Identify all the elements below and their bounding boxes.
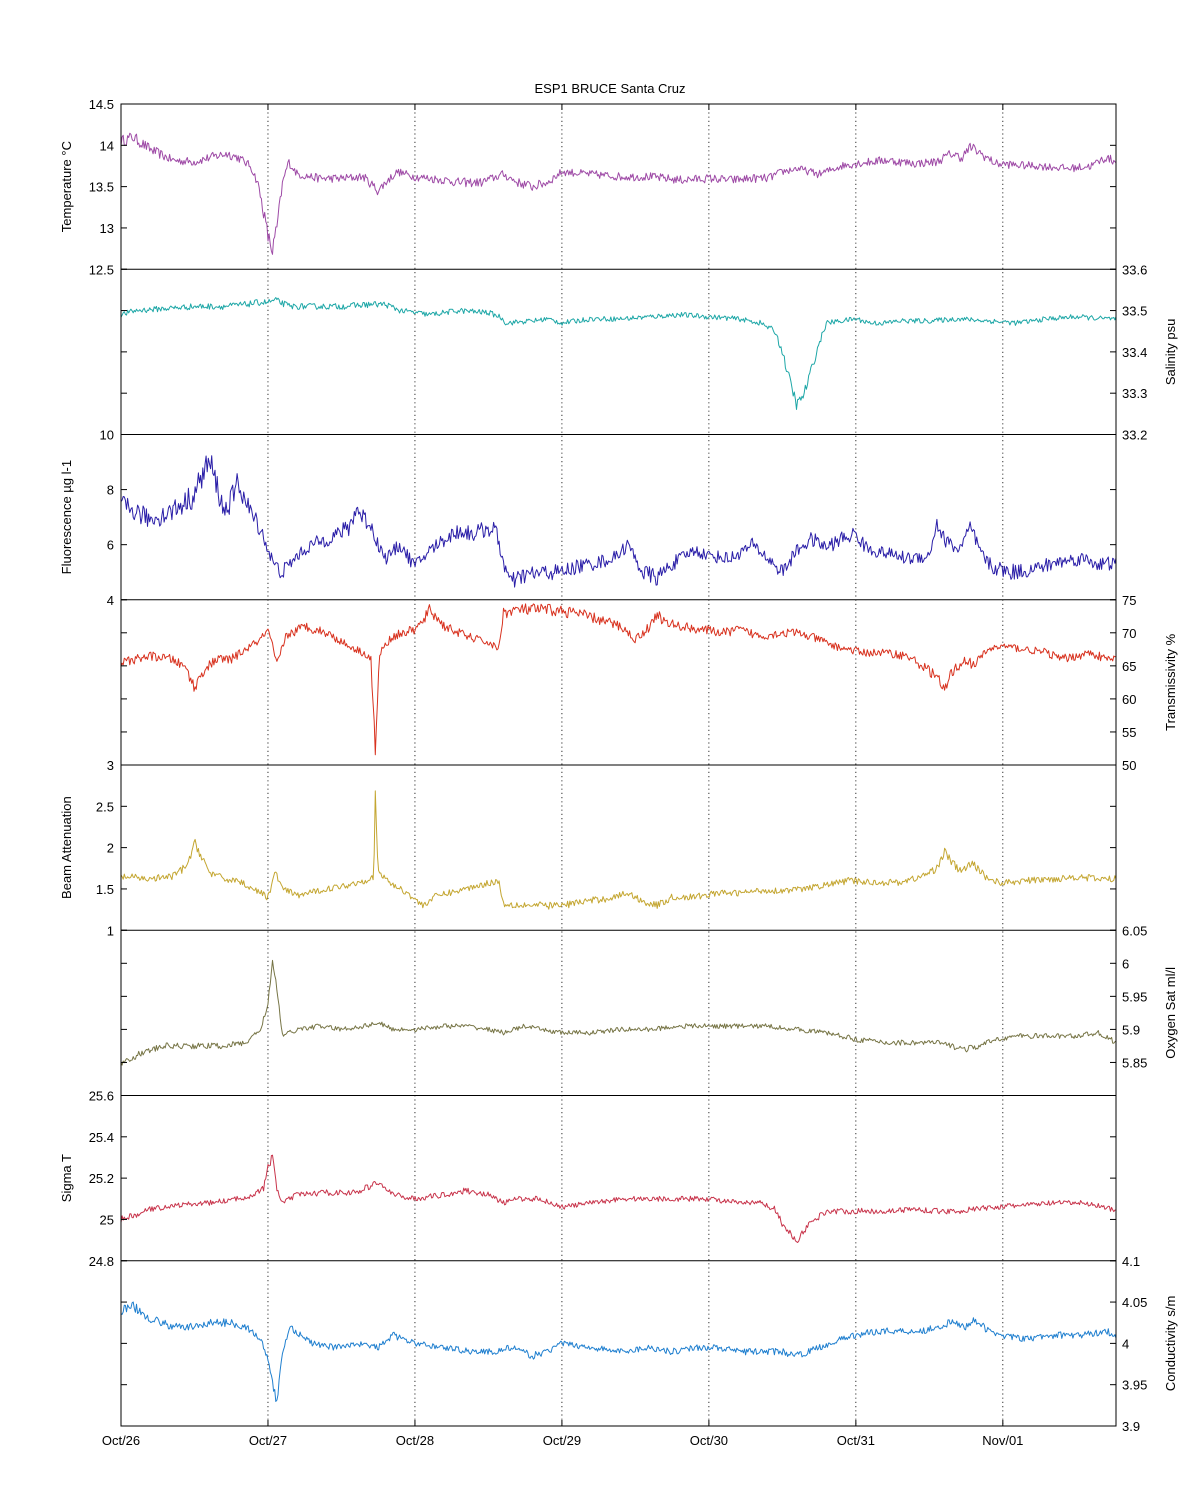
y-axis-label-7: Sigma T bbox=[59, 1154, 74, 1202]
y-tick-label: 5.85 bbox=[1122, 1055, 1147, 1070]
series-line-3 bbox=[120, 455, 1117, 588]
series-line-6 bbox=[120, 959, 1117, 1066]
y-tick-label: 10 bbox=[100, 428, 114, 443]
y-tick-label: 6.05 bbox=[1122, 923, 1147, 938]
x-tick-label: Oct/27 bbox=[249, 1433, 287, 1448]
y-tick-label: 3 bbox=[107, 758, 114, 773]
panel-frames bbox=[120, 103, 1117, 1427]
series-line-1 bbox=[120, 132, 1117, 255]
y-tick-label: 33.3 bbox=[1122, 386, 1147, 401]
y-tick-label: 70 bbox=[1122, 626, 1136, 641]
x-tick-label: Oct/29 bbox=[543, 1433, 581, 1448]
y-tick-label: 4.05 bbox=[1122, 1295, 1147, 1310]
chart-title: ESP1 BRUCE Santa Cruz bbox=[534, 81, 685, 96]
y-tick-label: 3.9 bbox=[1122, 1419, 1140, 1434]
series-line-4 bbox=[120, 603, 1117, 756]
y-tick-label: 25 bbox=[100, 1212, 114, 1227]
series-line-2 bbox=[120, 297, 1117, 410]
y-tick-label: 4 bbox=[107, 593, 114, 608]
y-axis-label-8: Conductivity s/m bbox=[1163, 1296, 1178, 1391]
y-tick-label: 2 bbox=[107, 841, 114, 856]
x-tick-label: Oct/31 bbox=[837, 1433, 875, 1448]
y-tick-label: 3.95 bbox=[1122, 1378, 1147, 1393]
y-tick-label: 25.6 bbox=[89, 1089, 114, 1104]
y-tick-label: 1 bbox=[107, 923, 114, 938]
x-tick-label: Oct/26 bbox=[102, 1433, 140, 1448]
series-line-5 bbox=[120, 790, 1117, 910]
y-axis-label-2: Salinity psu bbox=[1163, 319, 1178, 385]
y-tick-label: 55 bbox=[1122, 725, 1136, 740]
series-layer bbox=[120, 132, 1117, 1402]
y-tick-label: 13.5 bbox=[89, 180, 114, 195]
y-tick-label: 4.1 bbox=[1122, 1254, 1140, 1269]
y-tick-label: 13 bbox=[100, 221, 114, 236]
x-tick-label: Oct/30 bbox=[690, 1433, 728, 1448]
y-tick-label: 1.5 bbox=[96, 882, 114, 897]
x-tick-label: Nov/01 bbox=[982, 1433, 1023, 1448]
y-tick-label: 50 bbox=[1122, 758, 1136, 773]
y-tick-label: 8 bbox=[107, 483, 114, 498]
y-tick-label: 60 bbox=[1122, 692, 1136, 707]
y-tick-label: 14.5 bbox=[89, 97, 114, 112]
y-tick-label: 6 bbox=[1122, 956, 1129, 971]
y-tick-label: 12.5 bbox=[89, 262, 114, 277]
y-tick-label: 65 bbox=[1122, 659, 1136, 674]
series-line-8 bbox=[120, 1301, 1117, 1402]
y-axis-label-3: Fluorescence µg l-1 bbox=[59, 460, 74, 574]
y-tick-label: 33.6 bbox=[1122, 262, 1147, 277]
y-tick-label: 5.9 bbox=[1122, 1022, 1140, 1037]
x-tick-label: Oct/28 bbox=[396, 1433, 434, 1448]
y-axis-label-4: Transmissivity % bbox=[1163, 633, 1178, 730]
series-line-7 bbox=[120, 1154, 1117, 1243]
y-tick-label: 25.2 bbox=[89, 1171, 114, 1186]
y-axis-label-1: Temperature °C bbox=[59, 141, 74, 232]
y-tick-label: 14 bbox=[100, 138, 114, 153]
y-tick-label: 5.95 bbox=[1122, 989, 1147, 1004]
y-axis-label-6: Oxygen Sat ml/l bbox=[1163, 967, 1178, 1059]
y-tick-label: 4 bbox=[1122, 1336, 1129, 1351]
y-tick-label: 75 bbox=[1122, 593, 1136, 608]
y-axis-label-5: Beam Attenuation bbox=[59, 796, 74, 899]
y-tick-label: 25.4 bbox=[89, 1130, 114, 1145]
y-tick-label: 33.4 bbox=[1122, 345, 1147, 360]
y-tick-label: 2.5 bbox=[96, 799, 114, 814]
y-tick-label: 6 bbox=[107, 538, 114, 553]
y-tick-label: 24.8 bbox=[89, 1254, 114, 1269]
y-tick-label: 33.2 bbox=[1122, 428, 1147, 443]
y-tick-label: 33.5 bbox=[1122, 304, 1147, 319]
